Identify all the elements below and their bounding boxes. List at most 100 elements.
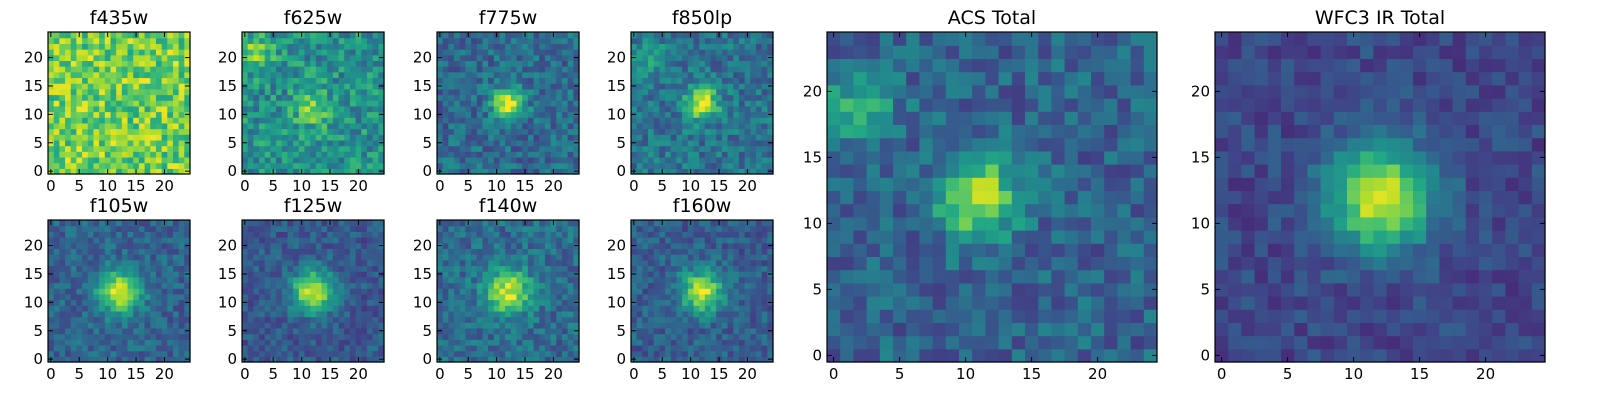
pixel — [53, 339, 60, 346]
pixel — [510, 71, 518, 79]
pixel — [253, 32, 260, 39]
pixel — [270, 83, 277, 90]
pixel — [116, 276, 123, 284]
pixel — [550, 54, 557, 61]
pixel — [539, 134, 546, 141]
pixel — [133, 231, 140, 238]
pixel — [539, 32, 546, 39]
pixel — [648, 77, 655, 84]
pixel — [310, 77, 317, 84]
pixel — [70, 43, 77, 50]
pixel — [544, 265, 552, 272]
pixel — [459, 83, 466, 90]
pixel — [704, 156, 712, 164]
pixel — [676, 322, 683, 329]
pixel — [281, 37, 289, 44]
pixel — [161, 162, 168, 169]
pixel — [544, 356, 552, 363]
pixel — [281, 151, 289, 158]
pixel — [138, 71, 146, 79]
pixel — [70, 276, 77, 284]
pixel — [116, 259, 123, 267]
pixel — [488, 94, 495, 101]
pixel — [710, 316, 717, 323]
pixel — [304, 37, 311, 44]
pixel — [59, 54, 66, 61]
pixel — [315, 94, 323, 101]
pixel — [505, 282, 512, 289]
pixel — [253, 305, 260, 312]
pixel — [82, 168, 89, 175]
pixel — [750, 66, 757, 73]
pixel — [454, 327, 461, 335]
pixel — [687, 122, 695, 130]
pixel — [539, 117, 546, 124]
pixel — [298, 128, 306, 135]
pixel — [178, 220, 185, 227]
pixel — [699, 122, 706, 130]
pixel — [355, 162, 362, 169]
pixel — [87, 128, 95, 135]
pixel — [471, 310, 478, 318]
pixel — [710, 276, 717, 284]
pixel-image — [48, 32, 191, 175]
pixel — [642, 128, 649, 135]
pixel — [448, 77, 455, 84]
pixel — [144, 162, 151, 169]
pixel — [76, 231, 83, 238]
y-tick-label: 20 — [413, 237, 432, 255]
pixel — [550, 299, 557, 306]
pixel — [332, 156, 340, 164]
pixel — [659, 322, 666, 329]
pixel — [361, 88, 368, 96]
pixel — [687, 305, 695, 312]
pixel — [150, 316, 157, 323]
pixel — [653, 356, 660, 363]
pixel — [332, 94, 340, 101]
pixel — [567, 156, 574, 164]
pixel — [687, 54, 695, 61]
pixel — [372, 37, 379, 44]
pixel — [270, 37, 277, 44]
x-tick-label: 5 — [268, 177, 278, 195]
pixel — [332, 282, 340, 289]
pixel — [636, 339, 643, 346]
pixel — [544, 88, 552, 96]
pixel — [338, 49, 345, 56]
pixel — [465, 259, 472, 267]
pixel — [121, 350, 129, 357]
pixel — [448, 145, 455, 152]
pixel — [53, 117, 60, 124]
pixel — [682, 344, 689, 352]
pixel — [533, 128, 540, 135]
pixel — [676, 305, 683, 312]
pixel — [138, 339, 146, 346]
pixel — [499, 37, 506, 44]
pixel — [138, 333, 146, 340]
pixel — [172, 162, 180, 169]
pixel — [184, 43, 191, 50]
pixel — [65, 299, 72, 306]
pixel — [488, 288, 495, 295]
pixel — [276, 248, 283, 255]
pixel — [104, 327, 112, 335]
pixel — [178, 322, 185, 329]
pixel — [259, 66, 266, 73]
pixel — [270, 344, 277, 352]
pixel — [704, 54, 712, 61]
pixel — [716, 66, 723, 73]
pixel — [527, 293, 535, 301]
pixel — [761, 151, 768, 158]
pixel — [442, 71, 449, 79]
pixel — [459, 293, 466, 301]
pixel — [76, 322, 83, 329]
pixel — [53, 254, 60, 261]
pixel — [372, 316, 379, 323]
pixel — [65, 134, 72, 141]
pixel — [70, 145, 77, 152]
pixel — [556, 43, 563, 50]
pixel — [270, 111, 277, 118]
pixel — [482, 254, 489, 261]
pixel — [471, 282, 478, 289]
pixel — [510, 259, 518, 267]
